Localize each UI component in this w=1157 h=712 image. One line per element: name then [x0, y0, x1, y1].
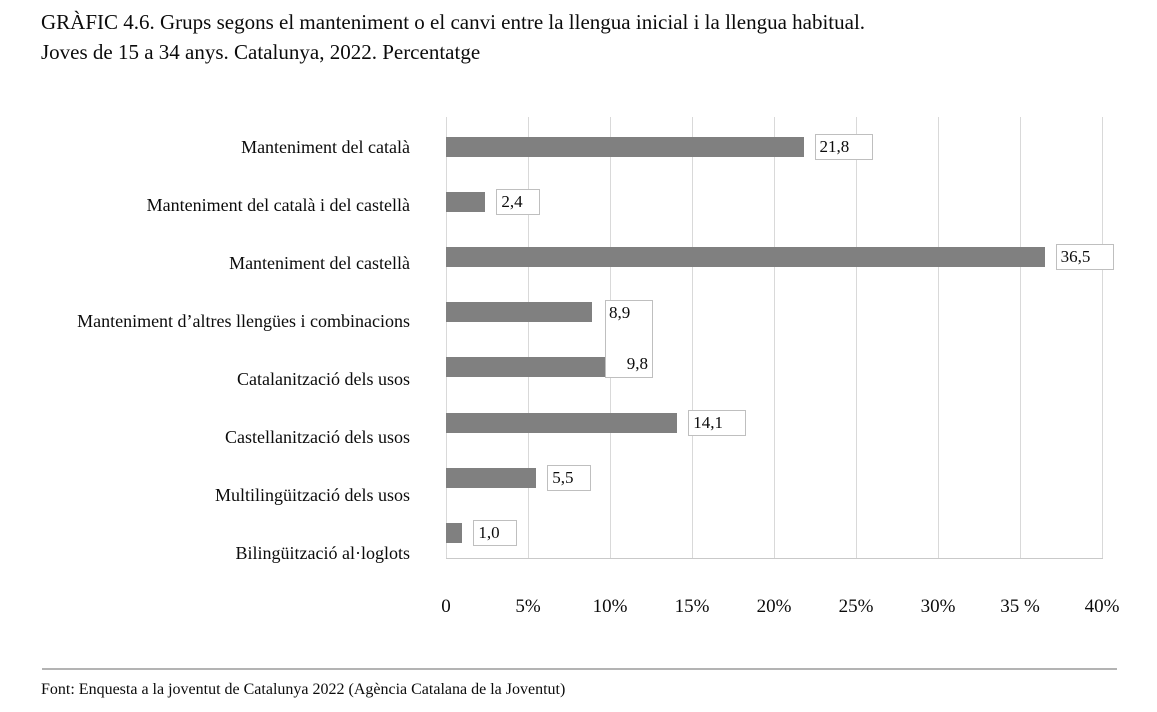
category-label: Manteniment d’altres llengües i combinac…: [77, 311, 410, 331]
x-tick-label: 35 %: [1000, 596, 1040, 617]
bar-6: [446, 412, 678, 433]
category-label: Multilingüització dels usos: [215, 485, 410, 505]
x-tick-label: 20%: [756, 596, 792, 617]
category-label: Castellanització dels usos: [225, 427, 410, 447]
category-label: Catalanització dels usos: [237, 369, 410, 389]
x-tick-label: 25%: [838, 596, 874, 617]
category-label: Manteniment del català i del castellà: [146, 195, 410, 215]
x-tick-label: 30%: [920, 596, 956, 617]
gridline: [1102, 117, 1103, 559]
gridline: [692, 117, 693, 559]
x-tick-label: 5%: [515, 596, 541, 617]
bar-5: [446, 357, 607, 378]
x-tick-label: 15%: [674, 596, 710, 617]
category-label: Bilingüització al·loglots: [235, 543, 410, 563]
gridline: [774, 117, 775, 559]
gridline: [856, 117, 857, 559]
bar-1: [446, 137, 804, 157]
gridline: [528, 117, 529, 559]
bar-3: [446, 247, 1045, 268]
value-label-box-merged: 8,9 9,8: [605, 300, 653, 378]
chart-title-line2: Joves de 15 a 34 anys. Catalunya, 2022. …: [41, 40, 481, 64]
gridline: [1020, 117, 1021, 559]
category-label: Manteniment del castellà: [229, 253, 410, 273]
x-tick-label: 10%: [592, 596, 628, 617]
x-axis-baseline: [446, 558, 1103, 559]
gridline: [446, 117, 447, 559]
value-label-box: 1,0: [473, 519, 518, 546]
value-label: 8,9: [609, 303, 631, 322]
x-tick-label: 40%: [1084, 596, 1120, 617]
chart-title-line1: GRÀFIC 4.6. Grups segons el manteniment …: [41, 10, 866, 34]
x-tick-label: 0: [441, 596, 451, 617]
gridline: [938, 117, 939, 559]
value-label-box: 14,1: [688, 409, 747, 436]
value-label-box: 21,8: [814, 134, 873, 160]
footer-divider: [42, 668, 1117, 670]
bar-8: [446, 522, 463, 543]
chart-title: GRÀFIC 4.6. Grups segons el manteniment …: [41, 7, 1131, 67]
bar-4: [446, 302, 592, 323]
value-label: 9,8: [626, 354, 648, 373]
value-label-box: 2,4: [496, 189, 541, 216]
source-note: Font: Enquesta a la joventut de Cataluny…: [41, 681, 566, 698]
bar-2: [446, 192, 486, 213]
value-label-box: 5,5: [547, 464, 592, 491]
value-label-box: 36,5: [1055, 244, 1114, 271]
bar-7: [446, 467, 537, 488]
category-label: Manteniment del català: [241, 137, 410, 157]
